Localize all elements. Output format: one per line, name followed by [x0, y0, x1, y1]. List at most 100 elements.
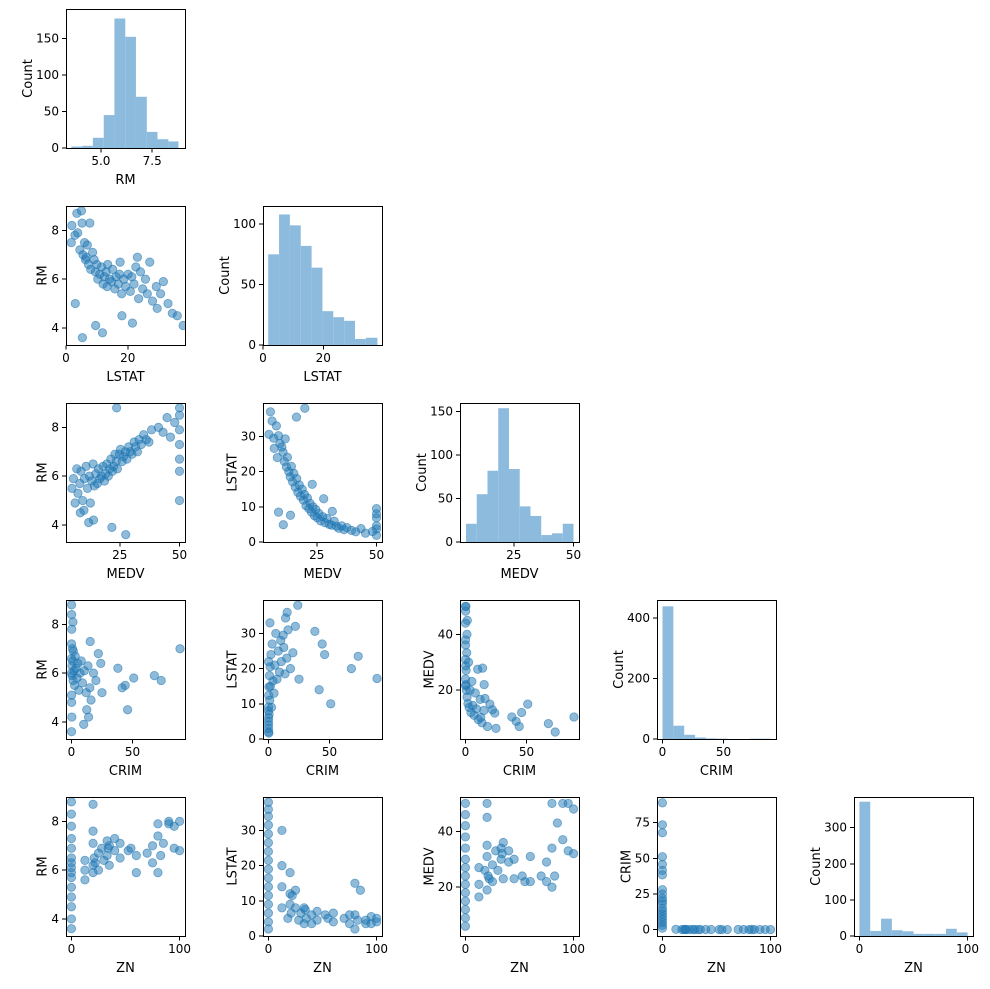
- y-axis-label: Count: [612, 650, 627, 689]
- x-tick-label: 7.5: [143, 154, 162, 168]
- scatter-point: [263, 829, 274, 839]
- histogram-bar: [551, 533, 563, 542]
- axes-frame: [66, 206, 186, 346]
- scatter-point: [460, 863, 471, 873]
- scatter-point: [312, 906, 322, 916]
- scatter-point: [147, 858, 158, 868]
- scatter-point: [293, 600, 303, 610]
- scatter-point: [541, 876, 552, 887]
- scatter-point: [307, 479, 317, 489]
- scatter-point: [272, 452, 282, 463]
- scatter-point: [657, 828, 668, 838]
- scatter-point: [523, 699, 533, 709]
- y-tick-label: 4: [51, 518, 59, 532]
- scatter-point: [372, 673, 382, 684]
- scatter-point: [263, 873, 274, 883]
- histogram-bar: [354, 338, 366, 345]
- histogram-bar: [498, 408, 509, 542]
- scatter-point: [66, 833, 77, 844]
- y-tick-label: 25: [635, 887, 650, 901]
- scatter-point: [120, 680, 130, 690]
- x-tick-label: 20: [316, 351, 331, 365]
- axes-frame: [263, 403, 383, 543]
- scatter-point: [282, 452, 292, 462]
- scatter-point: [68, 473, 79, 484]
- scatter-point: [115, 853, 125, 863]
- scatter-point: [70, 298, 80, 309]
- histogram-bar: [82, 145, 93, 148]
- subplot-scatter-CRIM-MEDV: 0 50 20 40 CRIM MEDV: [422, 600, 580, 779]
- scatter-point: [543, 719, 553, 729]
- y-tick-label: 30: [241, 626, 256, 640]
- scatter-point: [353, 651, 363, 661]
- y-tick-label: 4: [51, 321, 59, 335]
- scatter-point: [467, 676, 477, 687]
- scatter-point: [291, 412, 302, 422]
- x-axis-label: ZN: [116, 961, 135, 976]
- scatter-point: [547, 882, 557, 892]
- scatter-point: [525, 851, 535, 862]
- y-axis-label: Count: [218, 256, 233, 295]
- scatter-point: [568, 804, 579, 814]
- scatter-point: [482, 851, 492, 862]
- y-tick-label: 150: [36, 31, 59, 45]
- scatter-point: [271, 421, 281, 431]
- scatter-point: [77, 218, 87, 228]
- scatter-point: [174, 454, 185, 464]
- scatter-point: [163, 298, 173, 309]
- scatter-point: [460, 854, 471, 864]
- histogram-bar: [508, 469, 520, 542]
- y-tick-label: 40: [438, 627, 453, 641]
- scatter-point: [487, 876, 498, 887]
- x-tick-label: 50: [716, 745, 731, 759]
- scatter-point: [123, 705, 133, 715]
- scatter-point: [97, 328, 108, 338]
- scatter-point: [80, 875, 90, 885]
- x-tick-label: 0: [265, 942, 273, 956]
- scatter-point: [152, 303, 162, 314]
- y-tick-label: 0: [248, 535, 256, 549]
- histogram-bar: [333, 317, 345, 345]
- scatter-point: [265, 407, 276, 417]
- x-tick-label: 0: [62, 351, 70, 365]
- x-tick-label: 50: [369, 548, 384, 562]
- scatter-point: [371, 913, 382, 924]
- y-tick-label: 50: [44, 104, 59, 118]
- scatter-point: [269, 688, 279, 698]
- scatter-point: [504, 846, 514, 856]
- scatter-point: [151, 281, 161, 292]
- scatter-point: [314, 685, 324, 695]
- scatter-point: [127, 318, 138, 328]
- scatter-point: [282, 653, 292, 663]
- plot-area: [268, 214, 378, 345]
- subplot-hist-LSTAT: 0 20 0 50 100 LSTAT Count: [218, 206, 383, 385]
- scatter-point: [66, 809, 77, 819]
- scatter-point: [153, 831, 163, 841]
- axes-frame: [854, 797, 974, 937]
- plot-area: [657, 798, 776, 935]
- scatter-point: [547, 798, 557, 809]
- y-tick-label: 8: [51, 223, 59, 237]
- scatter-point: [147, 841, 158, 851]
- scatter-point: [115, 257, 125, 267]
- y-tick-label: 0: [248, 732, 256, 746]
- y-tick-label: 0: [642, 923, 650, 937]
- scatter-point: [550, 727, 560, 737]
- scatter-point: [514, 721, 524, 732]
- x-axis-label: ZN: [313, 961, 332, 976]
- scatter-point: [460, 809, 471, 820]
- y-axis-label: CRIM: [619, 850, 634, 883]
- x-tick-label: 25: [309, 548, 324, 562]
- scatter-point: [158, 838, 168, 848]
- scatter-point: [112, 403, 122, 413]
- histogram-bar: [146, 131, 158, 148]
- y-tick-label: 20: [241, 465, 256, 479]
- y-tick-label: 6: [51, 666, 59, 680]
- x-tick-label: 0: [462, 942, 470, 956]
- y-axis-label: LSTAT: [225, 453, 240, 491]
- scatter-point: [541, 857, 552, 867]
- scatter-point: [263, 908, 274, 918]
- plot-area: [662, 606, 772, 739]
- plot-area: [859, 801, 968, 936]
- scatter-point: [129, 279, 139, 289]
